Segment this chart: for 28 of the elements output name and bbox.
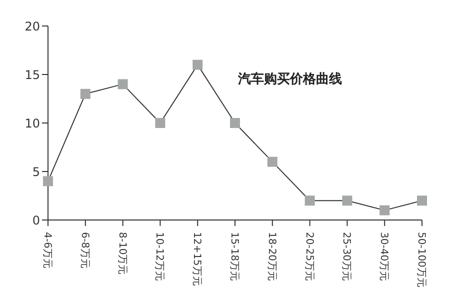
x-tick-label: 20-25万元 (303, 232, 314, 282)
point (342, 196, 352, 206)
point (304, 196, 315, 206)
y-tick-label: 15 (24, 68, 40, 82)
point (43, 176, 53, 186)
x-tick-label: 50-100万元 (416, 232, 426, 288)
y-tick-label: 10 (24, 116, 40, 130)
point (380, 205, 390, 216)
point (230, 118, 240, 128)
x-tick-label: 12+15万元 (191, 232, 202, 286)
y-tick-label: 5 (32, 164, 40, 179)
point (417, 196, 427, 206)
point (80, 88, 90, 99)
point (192, 60, 203, 70)
x-tick-label: 4-6万元 (42, 232, 52, 268)
x-tick-label: 25-30万元 (340, 232, 352, 282)
point (118, 79, 128, 90)
x-tick-label: 10-12万元 (154, 232, 165, 282)
x-tick-label: 8-10万元 (116, 232, 128, 275)
y-tick-label: 20 (24, 19, 40, 34)
x-tick-label: 18-20万元 (266, 232, 277, 282)
x-tick-label: 15-18万元 (228, 232, 240, 282)
text: 汽车购买价格曲线 (238, 70, 342, 88)
x-tick-label: 30-40万元 (378, 232, 390, 282)
point (155, 118, 166, 128)
point (267, 156, 278, 167)
y-tick-label: 0 (32, 213, 40, 228)
x-tick-label: 6-8万元 (78, 232, 90, 268)
